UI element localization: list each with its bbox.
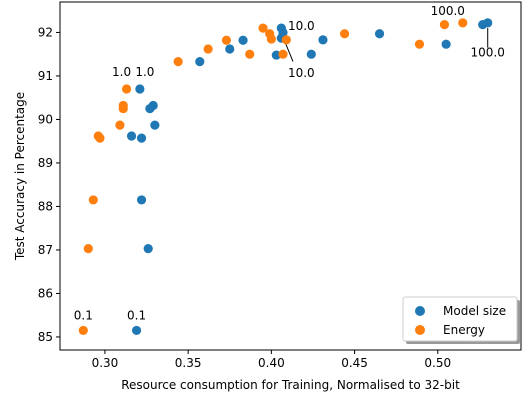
y-tick-label: 90 <box>38 112 53 126</box>
data-point-energy <box>221 35 232 45</box>
data-point-energy <box>83 244 93 254</box>
data-point-model-size <box>143 244 153 254</box>
annotation-label: 100.0 <box>471 45 505 59</box>
data-point-model-size <box>318 35 328 45</box>
annotation-arrow <box>284 40 294 62</box>
data-point-energy <box>173 56 183 67</box>
x-tick-label: 0.40 <box>258 356 285 370</box>
y-tick-label: 89 <box>38 156 53 170</box>
data-point-energy <box>414 39 425 49</box>
data-point-energy <box>458 18 468 28</box>
data-point-model-size <box>483 18 493 28</box>
y-tick-label: 85 <box>38 330 53 344</box>
data-point-energy <box>88 195 98 205</box>
x-tick-label: 0.45 <box>341 356 368 370</box>
data-point-model-size <box>441 39 451 49</box>
data-point-model-size <box>195 56 205 67</box>
data-point-model-size <box>148 100 158 111</box>
data-point-model-size <box>225 44 235 54</box>
data-point-model-size <box>306 49 316 59</box>
x-tick-label: 0.30 <box>92 356 119 370</box>
legend-entry-model-size: Model size <box>443 304 506 318</box>
annotation-label: 10.0 <box>288 66 315 80</box>
annotations-layer: 0.1 0.1 1.0 1.0 10.0 10.0 100.0 100.0 <box>74 4 505 323</box>
y-tick-label: 86 <box>38 286 53 300</box>
ticks-layer: 0.30 0.35 0.40 0.45 0.50 85 86 87 88 89 90 91 92 <box>38 25 451 370</box>
data-point-energy <box>78 325 88 336</box>
data-point-model-size <box>136 133 147 143</box>
y-tick-label: 88 <box>38 199 53 213</box>
data-point-energy <box>278 49 288 59</box>
x-tick-label: 0.50 <box>424 356 451 370</box>
data-point-energy <box>439 20 450 30</box>
legend: Model size Energy <box>402 296 520 344</box>
data-point-model-size <box>135 84 145 94</box>
annotation-label: 1.0 <box>135 65 154 79</box>
data-point-model-size <box>150 120 160 130</box>
annotation-label: 1.0 <box>112 65 131 79</box>
annotation-label: 10.0 <box>288 19 315 33</box>
y-axis-label: Test Accuracy in Percentage <box>13 92 27 261</box>
data-point-energy <box>203 44 213 54</box>
data-point-model-size <box>131 325 142 336</box>
annotation-label: 100.0 <box>431 4 465 18</box>
legend-box <box>402 296 518 342</box>
data-point-energy <box>121 84 132 94</box>
data-point-energy <box>115 120 125 130</box>
data-point-energy <box>258 23 268 33</box>
y-tick-label: 91 <box>38 69 53 83</box>
data-point-energy <box>245 49 255 59</box>
annotation-label: 0.1 <box>74 309 93 323</box>
annotation-label: 0.1 <box>127 309 146 323</box>
data-point-model-size <box>126 131 137 141</box>
data-point-model-size <box>136 195 147 205</box>
data-point-energy <box>339 29 350 39</box>
legend-entry-energy: Energy <box>443 323 485 337</box>
y-tick-label: 87 <box>38 243 53 257</box>
data-point-energy <box>266 34 276 44</box>
y-tick-label: 92 <box>38 25 53 39</box>
data-point-model-size <box>374 29 385 39</box>
data-point-energy <box>281 35 291 45</box>
legend-marker-energy <box>415 325 425 335</box>
points-layer <box>78 18 493 336</box>
data-point-model-size <box>238 35 248 45</box>
data-point-energy <box>95 133 105 143</box>
plot-frame <box>59 1 522 351</box>
data-point-energy <box>118 100 128 111</box>
legend-marker-model-size <box>415 306 425 316</box>
data-point-model-size <box>278 27 288 38</box>
x-axis-label: Resource consumption for Training, Norma… <box>121 378 460 392</box>
x-tick-label: 0.35 <box>175 356 202 370</box>
